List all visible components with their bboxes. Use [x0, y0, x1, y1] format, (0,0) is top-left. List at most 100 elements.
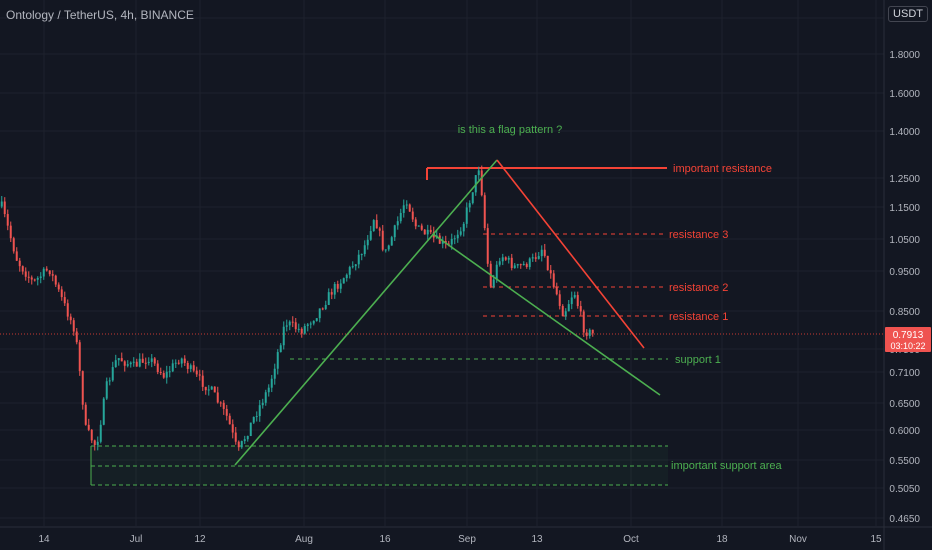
- candle-body: [225, 408, 228, 416]
- candle-body: [288, 321, 291, 326]
- candle-body: [300, 328, 303, 334]
- currency-badge[interactable]: USDT: [888, 6, 928, 22]
- candle-body: [537, 256, 540, 259]
- candle-body: [582, 311, 585, 333]
- candle-body: [90, 429, 93, 441]
- last-price-countdown: 03:10:22: [890, 341, 925, 351]
- candle-body: [462, 223, 465, 232]
- trendline-upper-channel[interactable]: [496, 159, 645, 349]
- candle-body: [78, 342, 81, 372]
- candle-body: [564, 311, 567, 317]
- candle-body: [516, 264, 519, 266]
- candle-body: [456, 234, 459, 239]
- candle-body: [555, 287, 558, 295]
- level-label: resistance 2: [669, 282, 728, 294]
- candle-body: [405, 204, 408, 206]
- candle-body: [336, 283, 339, 289]
- candle-body: [483, 195, 486, 229]
- candle-body: [57, 284, 60, 290]
- candle-body: [174, 362, 177, 364]
- price-levels: [0, 167, 884, 360]
- candle-body: [75, 331, 78, 343]
- candle-body: [156, 363, 159, 373]
- candle-body: [168, 371, 171, 373]
- annotation-labels: is this a flag pattern ? important resist…: [458, 124, 783, 472]
- candle-body: [285, 325, 288, 327]
- x-tick-label: Oct: [623, 534, 639, 545]
- candle-body: [549, 270, 552, 274]
- candle-body: [330, 292, 333, 295]
- candle-body: [0, 201, 3, 207]
- candle-body: [561, 305, 564, 317]
- candle-body: [213, 386, 216, 393]
- candle-body: [387, 245, 390, 250]
- candle-body: [420, 225, 423, 230]
- candle-body: [54, 275, 57, 285]
- time-axis[interactable]: 14 Jul 12 Aug 16 Sep 13 Oct 18 Nov 15: [0, 526, 932, 545]
- candle-body: [45, 268, 48, 271]
- candle-body: [51, 274, 54, 276]
- candle-body: [531, 257, 534, 259]
- candle-body: [348, 267, 351, 275]
- candle-body: [303, 326, 306, 334]
- candle-body: [294, 322, 297, 330]
- candle-body: [81, 371, 84, 405]
- y-tick-label: 1.4000: [889, 127, 920, 138]
- candle-body: [390, 237, 393, 246]
- candle-body: [219, 402, 222, 404]
- level-label: resistance 1: [669, 311, 728, 323]
- candle-body: [186, 362, 189, 369]
- candle-body: [315, 318, 318, 321]
- candle-body: [477, 170, 480, 176]
- candle-body: [459, 231, 462, 235]
- trendline-flagpole[interactable]: [234, 159, 498, 466]
- candle-body: [60, 289, 63, 298]
- candle-body: [252, 416, 255, 423]
- candle-body: [279, 345, 282, 353]
- candle-body: [48, 270, 51, 275]
- candle-body: [84, 404, 87, 425]
- trendline-lower-channel[interactable]: [432, 233, 661, 396]
- x-tick-label: Aug: [295, 534, 313, 545]
- candle-body: [249, 422, 252, 437]
- candle-body: [339, 283, 342, 289]
- candle-body: [381, 230, 384, 250]
- candle-body: [264, 392, 267, 403]
- candle-body: [231, 424, 234, 433]
- candle-body: [546, 255, 549, 271]
- candle-body: [453, 238, 456, 240]
- support-zone: [90, 445, 668, 486]
- candle-body: [33, 279, 36, 281]
- y-tick-label: 0.5500: [889, 456, 920, 467]
- candle-body: [369, 231, 372, 240]
- candle-body: [486, 228, 489, 264]
- symbol-title: Ontology / TetherUS, 4h, BINANCE: [6, 8, 194, 22]
- y-tick-label: 0.6500: [889, 399, 920, 410]
- candle-body: [342, 278, 345, 284]
- candle-body: [105, 381, 108, 399]
- x-tick-label: 13: [531, 534, 543, 545]
- candle-body: [171, 363, 174, 372]
- y-tick-label: 1.1500: [889, 203, 920, 214]
- candle-body: [498, 261, 501, 265]
- candle-body: [30, 277, 33, 280]
- candle-body: [414, 219, 417, 227]
- candle-body: [375, 220, 378, 229]
- candle-body: [309, 323, 312, 325]
- candle-body: [558, 294, 561, 306]
- candle-body: [258, 405, 261, 417]
- candle-body: [141, 358, 144, 363]
- y-tick-label: 1.0500: [889, 235, 920, 246]
- candle-body: [513, 265, 516, 269]
- candle-body: [39, 276, 42, 278]
- candle-body: [465, 207, 468, 224]
- candle-body: [366, 239, 369, 246]
- price-axis[interactable]: 21.80001.60001.40001.25001.15001.05000.9…: [883, 0, 931, 550]
- candle-body: [165, 371, 168, 378]
- candle-body: [273, 368, 276, 379]
- candle-body: [378, 228, 381, 231]
- candle-body: [153, 358, 156, 364]
- candle-body: [345, 274, 348, 279]
- candle-body: [123, 361, 126, 366]
